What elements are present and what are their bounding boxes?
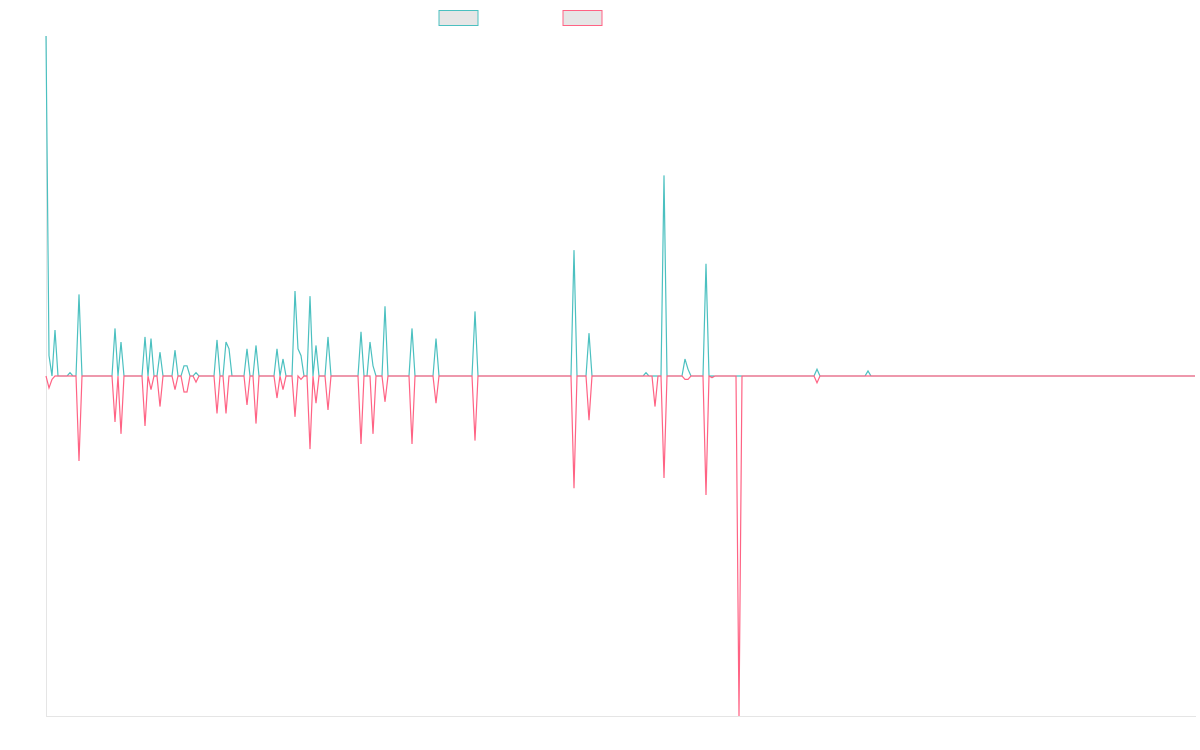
- series-line: [45, 35, 1195, 377]
- legend-swatch: [562, 10, 603, 26]
- series-line: [45, 374, 1195, 717]
- legend-swatch: [438, 10, 479, 26]
